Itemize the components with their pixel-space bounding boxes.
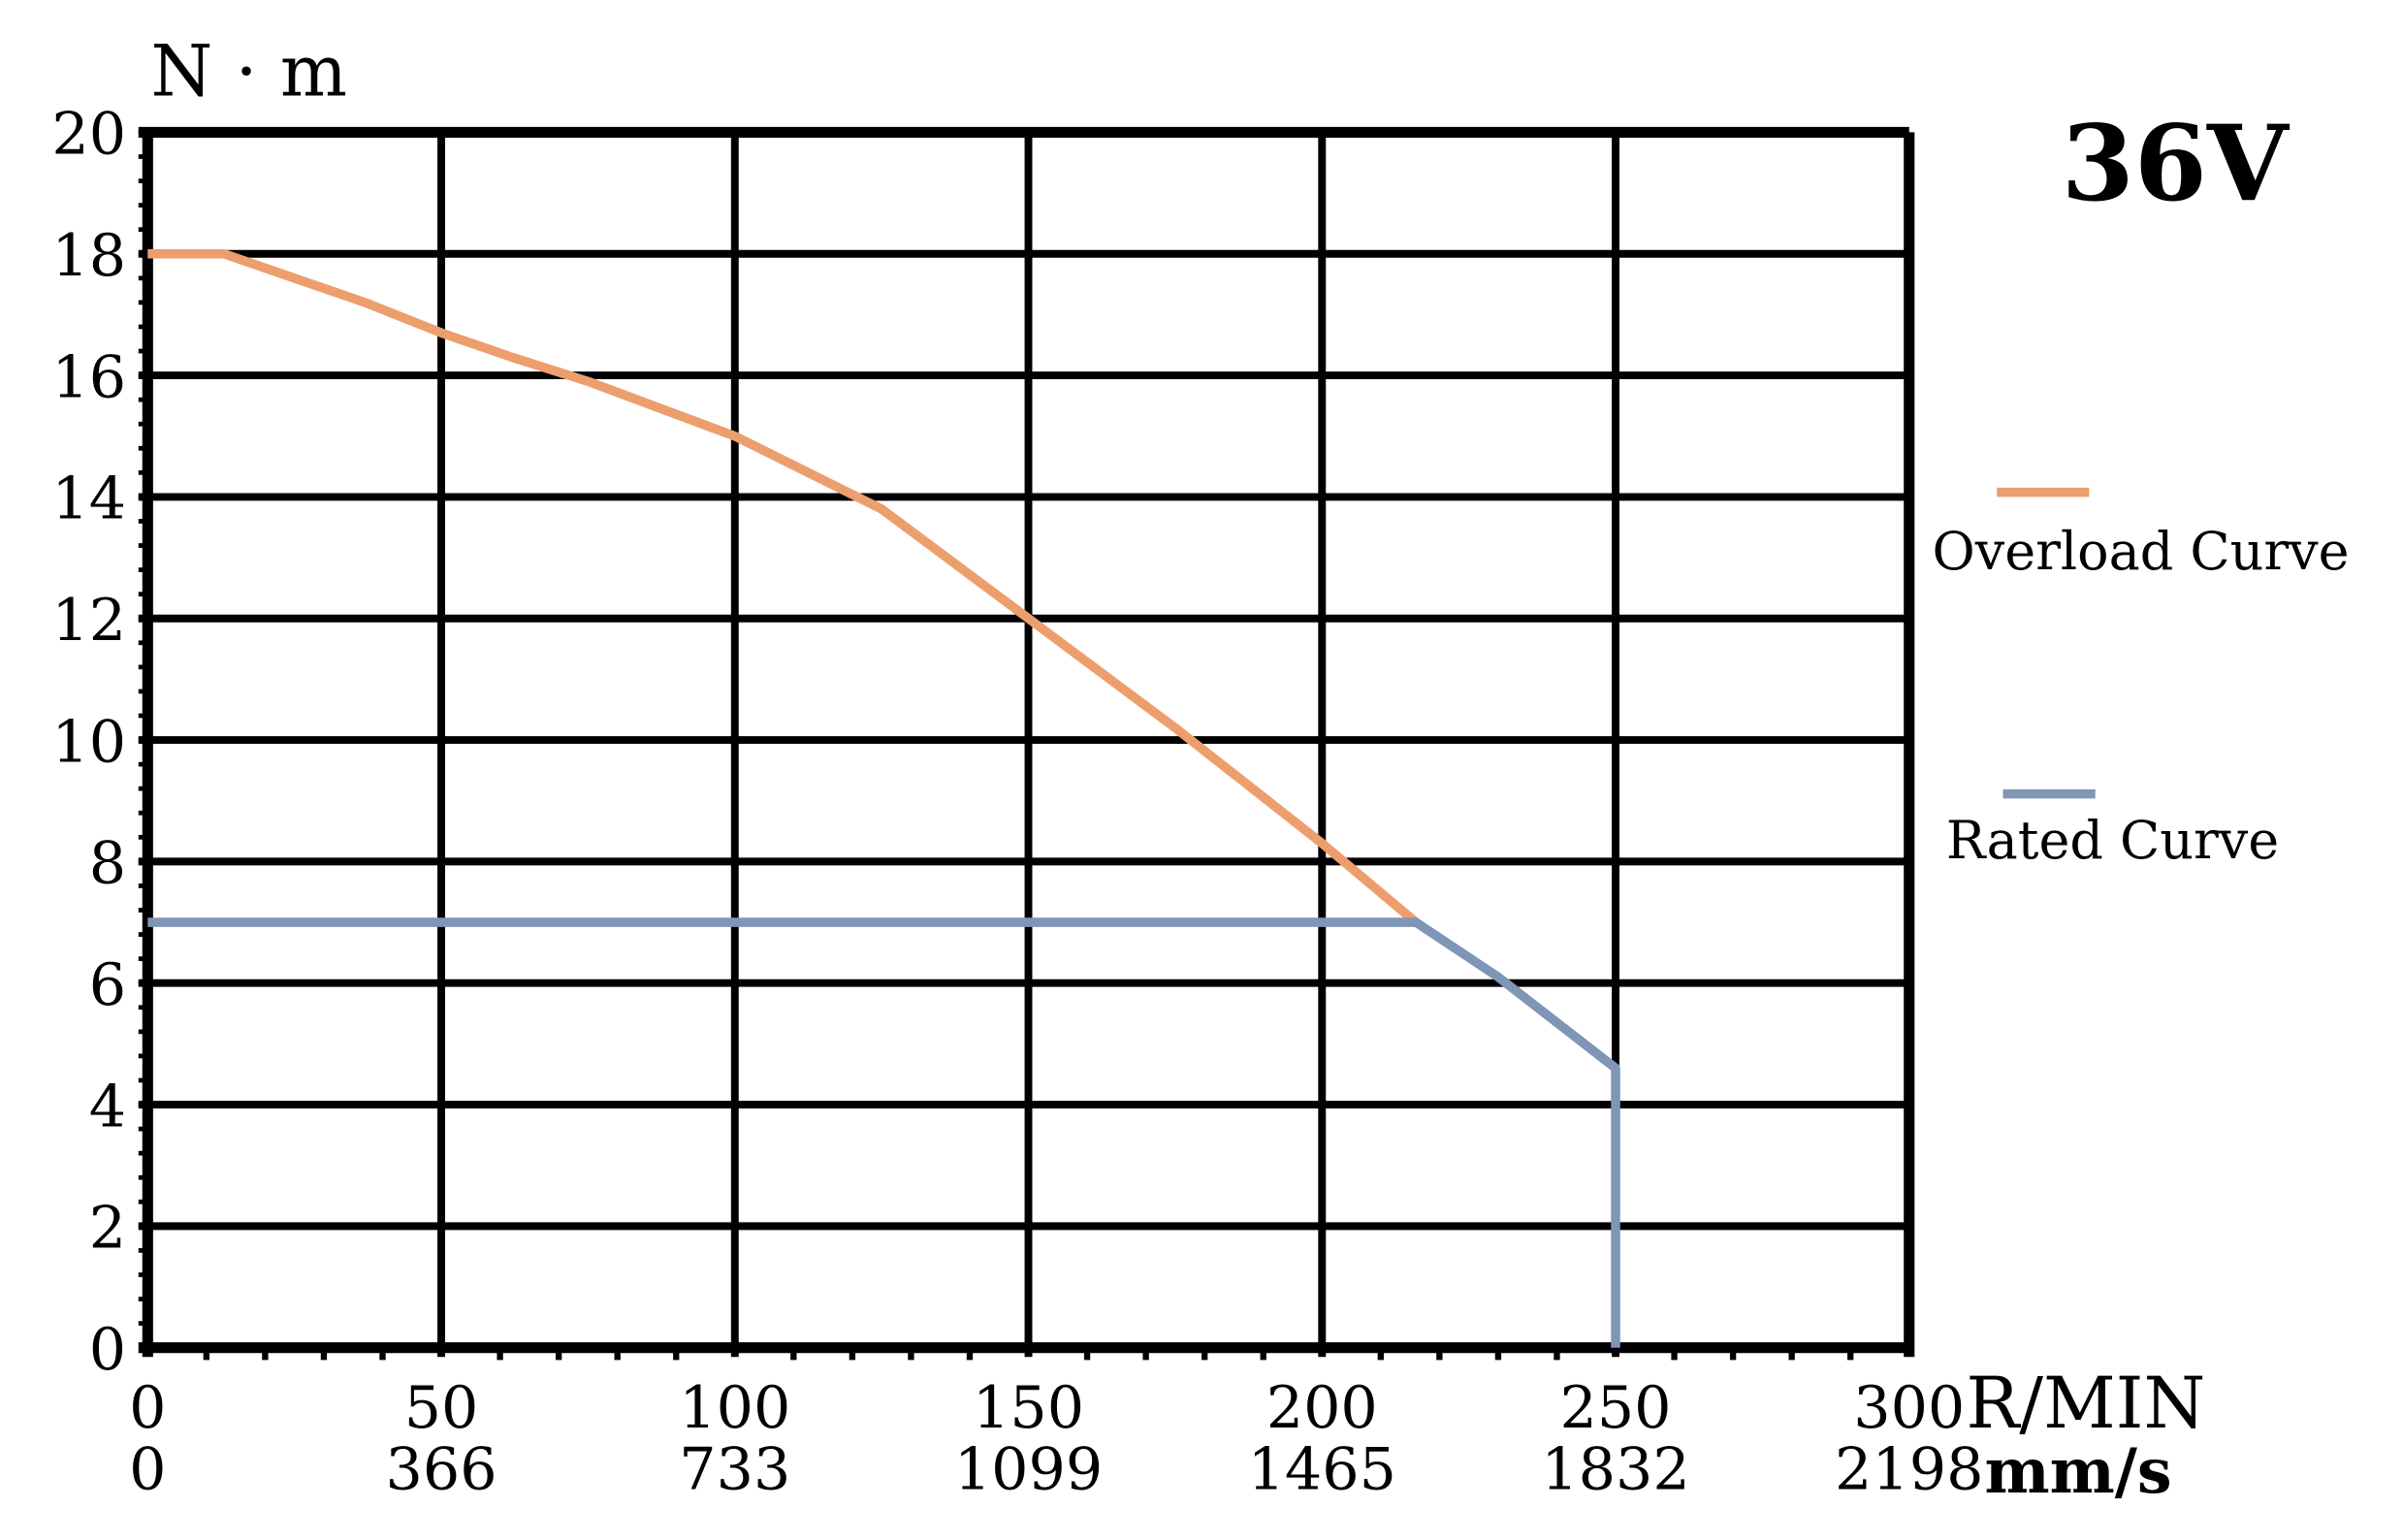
series-layer: [147, 248, 1620, 1348]
x2-tick-label: 1832: [1541, 1436, 1689, 1504]
x-tick-label: 50: [404, 1374, 479, 1442]
y-tick-label: 4: [89, 1073, 126, 1140]
y-axis-unit: N · m: [150, 30, 347, 112]
y-tick-label: 8: [89, 830, 126, 898]
x2-tick-label: 733: [679, 1436, 790, 1504]
y-tick-label: 12: [51, 587, 126, 655]
y-tick-label: 18: [51, 222, 126, 290]
x2-tick-label: 0: [129, 1436, 166, 1504]
x2-tick-label: 1465: [1248, 1436, 1396, 1504]
y-tick-label: 6: [89, 951, 126, 1019]
x-tick-label: 300: [1853, 1374, 1965, 1442]
legend-label-overload: Overload Curve: [1933, 521, 2350, 582]
chart-title: 36V: [2062, 103, 2291, 225]
tick-labels: 0050366100733150109920014652501832300219…: [51, 101, 1983, 1504]
y-tick-label: 14: [51, 465, 126, 533]
x2-tick-label: 1099: [954, 1436, 1103, 1504]
x-axis-unit-rpm: R/MIN: [1966, 1363, 2205, 1445]
x-tick-label: 150: [973, 1374, 1084, 1442]
y-tick-label: 20: [51, 101, 126, 169]
minor-ticks: [138, 130, 1854, 1361]
x2-tick-label: 2198: [1835, 1436, 1983, 1504]
overload-curve-line: [147, 248, 1420, 926]
legend-label-rated: Rated Curve: [1946, 810, 2279, 871]
x-tick-label: 100: [679, 1374, 790, 1442]
x-tick-label: 250: [1559, 1374, 1671, 1442]
y-tick-label: 0: [89, 1316, 126, 1384]
x-tick-label: 200: [1266, 1374, 1378, 1442]
x-axis-unit-mms: mm/s: [1984, 1434, 2171, 1507]
rated-curve-line: [147, 917, 1620, 1348]
x-tick-label: 0: [129, 1374, 166, 1442]
y-tick-label: 2: [89, 1195, 126, 1263]
y-tick-label: 10: [51, 708, 126, 776]
x2-tick-label: 366: [386, 1436, 497, 1504]
y-tick-label: 16: [51, 343, 126, 411]
